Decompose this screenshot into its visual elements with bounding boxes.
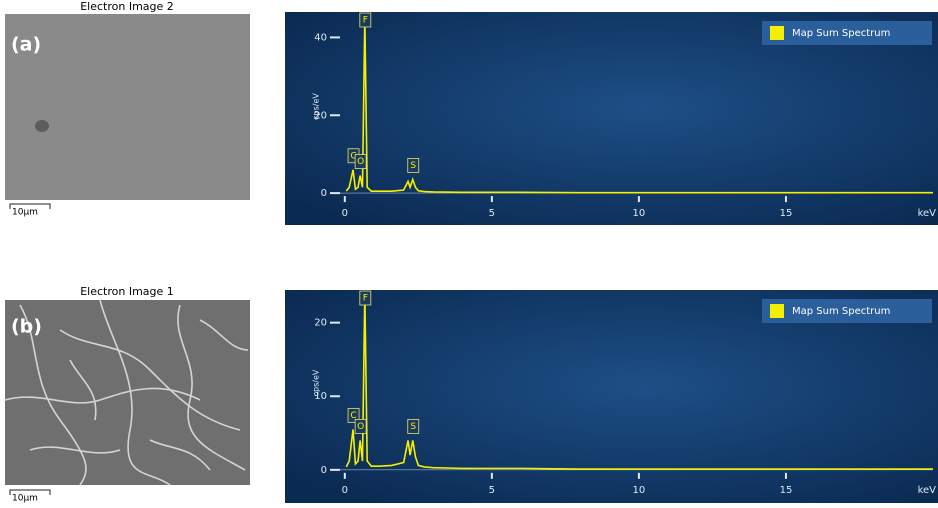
peak-label: S [410,161,416,171]
x-tick-label: 10 [633,485,646,496]
x-axis-label: keV [918,208,937,219]
legend-swatch [770,26,784,40]
image-title: Electron Image 1 [80,285,174,298]
legend-label: Map Sum Spectrum [792,28,890,39]
panel-label: (b) [11,316,42,338]
x-tick-label: 0 [342,208,348,219]
y-tick-label: 40 [314,32,327,43]
scale-text: 10µm [12,494,38,504]
y-tick-label: 20 [314,318,327,329]
panel-label: (a) [11,34,41,56]
x-tick-label: 0 [342,485,348,496]
scale-text: 10µm [12,208,38,218]
x-tick-label: 5 [489,208,495,219]
y-tick-label: 0 [321,188,327,199]
x-tick-label: 5 [489,485,495,496]
figure: Electron Image 2 (a) 10µm Electron Image… [0,0,938,508]
x-tick-label: 15 [780,485,793,496]
peak-label: F [363,16,368,26]
peak-label: O [357,157,364,167]
sem-image [5,14,250,200]
legend-label: Map Sum Spectrum [792,306,890,317]
y-axis-label: cps/eV [312,93,321,120]
y-tick-label: 0 [321,465,327,476]
peak-label: O [357,422,364,432]
peak-label: F [363,294,368,304]
image-title: Electron Image 2 [80,0,174,13]
peak-label: S [410,422,416,432]
x-tick-label: 10 [633,208,646,219]
x-axis-label: keV [918,485,937,496]
y-axis-label: cps/eV [312,369,321,396]
legend-swatch [770,304,784,318]
x-tick-label: 15 [780,208,793,219]
sem-spot [35,120,49,132]
